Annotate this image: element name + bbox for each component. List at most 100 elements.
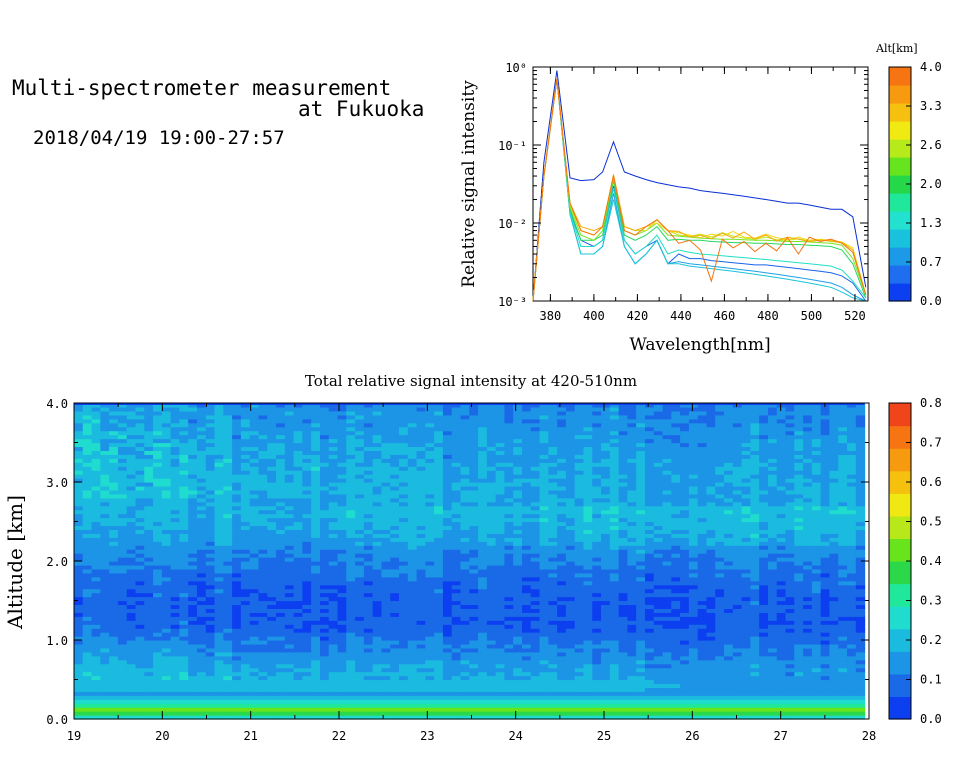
heatmap-cell [530, 458, 541, 463]
heatmap-cell [170, 426, 181, 432]
heatmap-cell [601, 640, 611, 645]
heatmap-cell [232, 493, 242, 499]
heatmap-cell [284, 434, 295, 440]
heatmap-cell [284, 406, 295, 412]
heatmap-cell [592, 426, 602, 432]
heatmap-cell [337, 628, 347, 633]
heatmap-cell [302, 501, 312, 507]
heatmap-cell [311, 513, 321, 519]
heatmap-cell [583, 655, 593, 661]
heatmap-cell [346, 691, 356, 696]
heatmap-cell [91, 478, 101, 483]
heatmap-cell [530, 521, 541, 527]
heatmap-cell [355, 651, 365, 657]
heatmap-cell [592, 604, 602, 609]
heatmap-cell [381, 489, 391, 495]
heatmap-cell [451, 446, 462, 451]
heatmap-cell [425, 576, 435, 582]
heatmap-cell [240, 695, 251, 700]
heatmap-cell [442, 683, 453, 688]
heatmap-cell [109, 612, 119, 617]
heatmap-cell [557, 620, 567, 625]
heatmap-cell [328, 426, 339, 432]
heatmap-cell [399, 505, 409, 511]
heatmap-cell [126, 414, 137, 420]
heatmap-cell [557, 414, 567, 420]
heatmap-cell [390, 458, 400, 463]
heatmap-cell [442, 576, 453, 582]
heatmap-cell [74, 493, 84, 499]
heatmap-cell [565, 580, 576, 586]
heatmap-cell [399, 529, 409, 534]
heatmap-cell [557, 446, 567, 451]
heatmap-cell [372, 422, 383, 428]
heatmap-cell [249, 636, 260, 641]
heatmap-cell [117, 414, 128, 420]
heatmap-cell [170, 568, 181, 574]
heatmap-cell [232, 450, 242, 455]
heatmap-cell [399, 561, 409, 566]
heatmap-cell [232, 636, 242, 641]
heatmap-cell [109, 513, 119, 519]
heatmap-cell [574, 628, 585, 633]
heatmap-cell [267, 659, 277, 665]
heatmap-cell [284, 446, 295, 451]
heatmap-cell [495, 636, 506, 641]
heatmap-cell [355, 454, 365, 459]
heatmap-cell [161, 466, 172, 471]
heatmap-cell [337, 497, 347, 503]
heatmap-cell [478, 715, 488, 720]
heatmap-cell [504, 584, 514, 590]
heatmap-cell [82, 414, 93, 420]
heatmap-cell [416, 466, 426, 471]
heatmap-cell [284, 458, 295, 463]
heatmap-cell [240, 588, 251, 594]
heatmap-cell [135, 628, 145, 633]
heatmap-cell [328, 501, 339, 507]
heatmap-cell [109, 426, 119, 432]
heatmap-cell [188, 505, 198, 511]
heatmap-cell [240, 513, 251, 519]
heatmap-cell [214, 454, 224, 459]
heatmap-cell [100, 533, 110, 538]
heatmap-cell [407, 537, 418, 542]
heatmap-cell [74, 426, 84, 432]
heatmap-cell [223, 521, 233, 527]
heatmap-cell [74, 616, 84, 621]
heatmap-cell [434, 580, 444, 586]
heatmap-cell [390, 462, 400, 467]
heatmap-cell [539, 446, 549, 451]
heatmap-cell [144, 410, 154, 416]
heatmap-cell [539, 596, 549, 602]
heatmap-cell [557, 667, 567, 673]
heatmap-cell [355, 482, 365, 487]
heatmap-cell [416, 529, 426, 534]
heatmap-cell [126, 406, 137, 412]
heatmap-cell [328, 699, 339, 704]
heatmap-cell [319, 596, 330, 602]
heatmap-cell [153, 691, 163, 696]
heatmap-cell [284, 580, 295, 586]
heatmap-cell [557, 541, 567, 546]
heatmap-cell [328, 655, 339, 661]
heatmap-cell [513, 663, 523, 669]
heatmap-cell [407, 521, 418, 527]
heatmap-cell [205, 505, 216, 511]
heatmap-cell [495, 564, 506, 570]
heatmap-cell [144, 485, 154, 491]
heatmap-cell [249, 545, 260, 550]
heatmap-cell [100, 584, 110, 590]
heatmap-cell [214, 501, 224, 507]
heatmap-cell [135, 414, 145, 420]
heatmap-cell [196, 470, 207, 475]
heatmap-cell [109, 679, 119, 685]
heatmap-cell [522, 707, 532, 712]
heatmap-cell [434, 663, 444, 669]
heatmap-cell [100, 434, 110, 440]
heatmap-cell [601, 620, 611, 625]
heatmap-cell [495, 537, 506, 542]
heatmap-cell [74, 561, 84, 566]
heatmap-cell [530, 454, 541, 459]
heatmap-cell [249, 446, 260, 451]
heatmap-cell [126, 410, 137, 416]
